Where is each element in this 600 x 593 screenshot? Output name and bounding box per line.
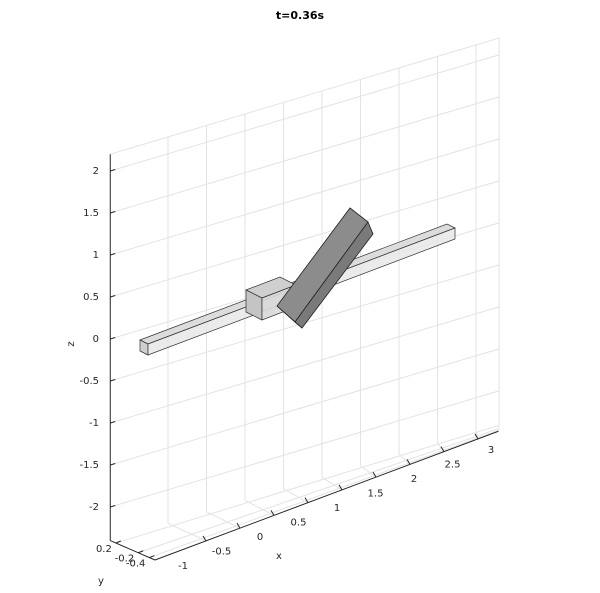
- x-axis: [154, 430, 499, 561]
- x-tick-label: 2.5: [445, 460, 461, 471]
- x-tick: [304, 497, 309, 503]
- y-tick: [115, 540, 122, 544]
- grid-line: [360, 465, 377, 478]
- grid-line: [110, 138, 500, 256]
- z-tick: [110, 463, 116, 466]
- y-tick: [149, 555, 155, 559]
- z-tick: [110, 253, 116, 256]
- grid-line: [149, 429, 499, 559]
- grid-line: [167, 522, 207, 542]
- z-tick-label: -0.5: [79, 376, 99, 387]
- y-axis: [110, 540, 156, 561]
- grid-line: [283, 488, 309, 504]
- x-tick: [202, 535, 207, 542]
- y-axis-label: y: [98, 576, 104, 587]
- z-tick: [110, 211, 116, 214]
- z-tick-label: 0.5: [83, 292, 99, 303]
- z-tick: [110, 295, 116, 298]
- x-tick-label: 1.5: [368, 489, 384, 500]
- grid-line: [110, 54, 500, 172]
- z-tick: [110, 421, 116, 424]
- chart-title: t=0.36s: [276, 9, 325, 22]
- grid-line: [110, 390, 500, 508]
- x-tick: [406, 459, 411, 465]
- wall-edge: [110, 37, 500, 432]
- scene-objects: [139, 207, 456, 356]
- x-axis-label: x: [276, 551, 282, 562]
- grid-line: [321, 476, 343, 491]
- z-tick-label: -1.5: [79, 460, 99, 471]
- z-tick-label: 2: [93, 166, 99, 177]
- grid-line: [110, 348, 500, 466]
- x-tick: [372, 471, 377, 478]
- y-tick-label: 0.2: [96, 544, 112, 555]
- z-tick-label: 1.5: [83, 208, 99, 219]
- z-axis-label: z: [66, 341, 77, 346]
- x-tick-label: -0.5: [212, 547, 232, 558]
- x-tick: [236, 522, 241, 529]
- y-tick: [138, 550, 144, 554]
- grid-line: [110, 180, 500, 298]
- grid-line: [244, 499, 275, 516]
- x-tick: [270, 510, 275, 516]
- grid-line: [398, 453, 411, 465]
- grid-line: [206, 511, 241, 529]
- x-tick: [338, 484, 343, 491]
- z-tick-label: 1: [93, 250, 99, 261]
- z-tick: [110, 169, 116, 172]
- x-tick-label: 1: [334, 503, 340, 514]
- x-tick: [440, 446, 445, 452]
- y-tick-label: -0.2: [115, 554, 135, 565]
- y-tick-label: -0.4: [126, 559, 146, 570]
- grid-line: [138, 428, 499, 554]
- x-tick-label: 2: [411, 474, 417, 485]
- z-tick: [110, 379, 116, 382]
- x-tick-label: 3: [488, 445, 494, 456]
- z-tick-label: -1: [89, 418, 99, 429]
- z-tick-label: 0: [93, 334, 99, 345]
- x-tick-label: -1: [178, 561, 188, 572]
- x-tick: [474, 433, 479, 440]
- grid-line: [110, 96, 500, 214]
- x-tick-label: 0.5: [291, 518, 307, 529]
- grid-line: [115, 424, 500, 544]
- grid-line: [110, 306, 500, 424]
- z-tick: [110, 505, 116, 508]
- z-tick-label: -2: [89, 502, 99, 513]
- z-tick: [110, 337, 116, 340]
- pendulum-end: [276, 305, 303, 329]
- x-tick-label: 0: [257, 532, 263, 543]
